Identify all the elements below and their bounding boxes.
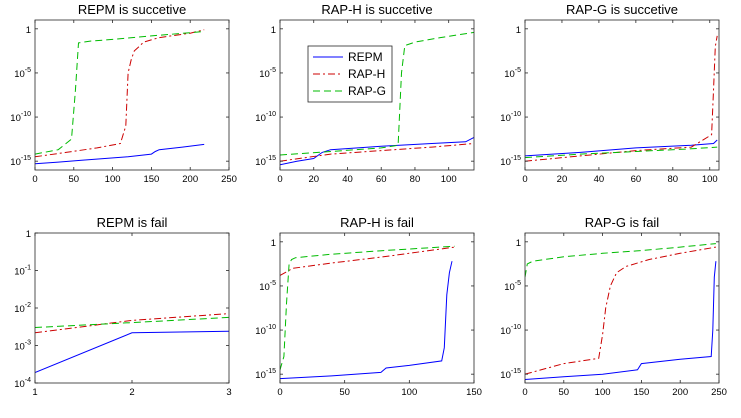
series-line-repm — [280, 136, 474, 166]
subplot-1: 0 50 100 150 200 250 10-15 10-10 10-5 1 REPM is su… — [10, 2, 237, 185]
y-tick-label: 10-15 — [500, 368, 521, 381]
series-line-rap-g — [35, 316, 229, 328]
y-tick-label: 10-10 — [10, 111, 31, 124]
x-tick-label: 150 — [633, 387, 649, 398]
y-tick-label: 10-4 — [14, 377, 31, 390]
x-tick-label: 250 — [221, 174, 237, 185]
subplot-title: RAP-H is succetive — [321, 2, 432, 17]
y-tick-label: 1 — [516, 238, 521, 249]
y-tick-label: 10-10 — [500, 111, 521, 124]
axes-box — [279, 19, 475, 171]
series-line-rap-h — [35, 313, 229, 334]
x-tick-label: 80 — [410, 174, 421, 185]
subplot-title: REPM is fail — [97, 215, 168, 230]
x-tick-label: 250 — [711, 387, 727, 398]
subplot-title: RAP-G is fail — [585, 215, 660, 230]
series-line-rap-h — [35, 29, 205, 158]
series-line-rap-g — [525, 243, 716, 278]
y-tick-label: 10-1 — [14, 265, 31, 278]
subplot-4: 1 2 3 10-4 10-3 10-2 10-1 1 REPM is fail — [14, 215, 231, 398]
series-line-repm — [525, 139, 718, 157]
x-tick-label: 200 — [182, 174, 198, 185]
legend-label: RAP-H — [348, 67, 385, 81]
x-tick-label: 0 — [522, 174, 527, 185]
x-tick-label: 100 — [702, 174, 718, 185]
x-tick-label: 2 — [129, 387, 134, 398]
x-tick-label: 1 — [32, 387, 37, 398]
legend: REPM RAP-H RAP-G — [307, 45, 393, 103]
legend-box — [307, 45, 393, 103]
series-line-repm — [35, 143, 205, 165]
x-tick-label: 20 — [557, 174, 568, 185]
x-tick-label: 100 — [595, 387, 611, 398]
x-tick-label: 150 — [143, 174, 159, 185]
x-tick-label: 60 — [376, 174, 387, 185]
y-tick-label: 10-15 — [10, 155, 31, 168]
y-tick-label: 10-5 — [14, 67, 31, 80]
x-tick-label: 0 — [277, 387, 282, 398]
legend-label: REPM — [348, 50, 383, 64]
subplot-title: RAP-H is fail — [340, 215, 414, 230]
x-tick-label: 100 — [441, 174, 457, 185]
series-line-rap-h — [525, 246, 716, 375]
series-line-rap-h — [280, 143, 474, 162]
subplot-title: RAP-G is succetive — [566, 2, 678, 17]
axes-box — [34, 19, 230, 171]
x-tick-label: 0 — [277, 174, 282, 185]
x-tick-label: 80 — [668, 174, 679, 185]
y-tick-label: 10-15 — [255, 368, 276, 381]
y-tick-label: 10-5 — [259, 67, 276, 80]
x-tick-label: 50 — [559, 387, 570, 398]
x-tick-label: 0 — [32, 174, 37, 185]
series-line-repm — [525, 261, 717, 380]
series-line-rap-h — [280, 246, 455, 276]
series-line-rap-h — [525, 35, 718, 162]
y-tick-label: 1 — [516, 25, 521, 36]
series-line-rap-g — [280, 245, 455, 370]
y-tick-label: 10-10 — [255, 111, 276, 124]
series-line-rap-g — [35, 31, 205, 155]
x-tick-label: 50 — [339, 387, 350, 398]
y-tick-label: 10-10 — [255, 324, 276, 337]
y-tick-label: 1 — [271, 238, 276, 249]
subplot-3: 0 20 40 60 80 100 10-15 10-10 10-5 1 RAP-G is succ… — [500, 2, 720, 185]
subplot-6: 0 50 100 150 200 250 10-15 10-10 10-5 1 RAP-G is f… — [500, 215, 727, 398]
subplot-title: REPM is succetive — [78, 2, 186, 17]
x-tick-label: 50 — [69, 174, 80, 185]
x-tick-label: 100 — [401, 387, 417, 398]
y-tick-label: 10-15 — [255, 155, 276, 168]
x-tick-label: 150 — [466, 387, 482, 398]
y-tick-label: 10-5 — [504, 67, 521, 80]
y-tick-label: 1 — [26, 229, 31, 240]
y-tick-label: 10-5 — [259, 280, 276, 293]
y-tick-label: 1 — [271, 25, 276, 36]
series-line-rap-g — [280, 31, 474, 156]
axes-box — [279, 232, 475, 384]
axes-box — [524, 232, 720, 384]
axes-box — [524, 19, 720, 171]
x-tick-label: 20 — [308, 174, 319, 185]
legend-label: RAP-G — [348, 84, 386, 98]
series-line-repm — [35, 330, 229, 373]
x-tick-label: 60 — [631, 174, 642, 185]
y-tick-label: 10-2 — [14, 302, 31, 315]
series-line-repm — [280, 261, 453, 380]
x-tick-label: 100 — [105, 174, 121, 185]
y-tick-label: 10-5 — [504, 280, 521, 293]
x-tick-label: 200 — [672, 387, 688, 398]
y-tick-label: 10-10 — [500, 324, 521, 337]
y-tick-label: 10-15 — [500, 155, 521, 168]
subplot-2: 0 20 40 60 80 100 10-15 10-10 10-5 1 RAP-H is succ… — [255, 2, 475, 185]
subplot-5: 0 50 100 150 10-15 10-10 10-5 1 RAP-H is fail — [255, 215, 482, 398]
y-tick-label: 1 — [26, 25, 31, 36]
series-line-rap-g — [525, 146, 718, 159]
x-tick-label: 3 — [226, 387, 231, 398]
y-tick-label: 10-3 — [14, 340, 31, 353]
x-tick-label: 40 — [594, 174, 605, 185]
x-tick-label: 40 — [342, 174, 353, 185]
x-tick-label: 0 — [522, 387, 527, 398]
